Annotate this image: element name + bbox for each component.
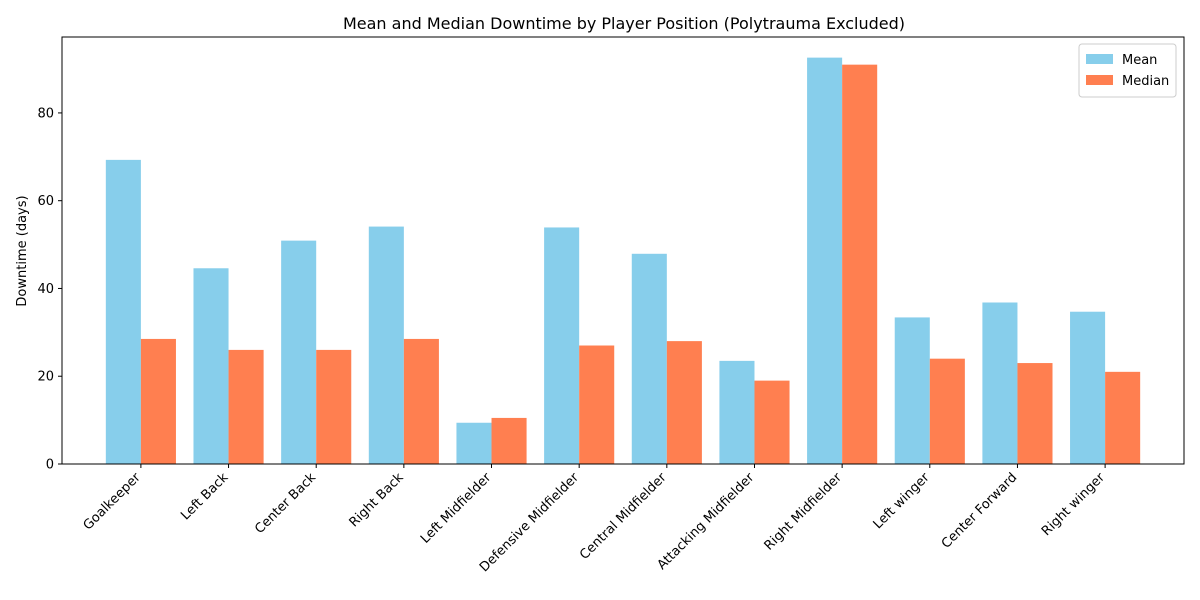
x-tick-label-2: Center Back xyxy=(252,470,319,537)
y-tick-label-0: 0 xyxy=(46,458,54,473)
x-tick-label-6: Central Midfielder xyxy=(577,470,670,563)
x-tick-label-10: Center Forward xyxy=(939,470,1020,551)
legend-label-mean: Mean xyxy=(1122,53,1157,68)
bar-mean-10 xyxy=(982,302,1018,464)
bar-median-2 xyxy=(316,349,352,464)
legend-label-median: Median xyxy=(1122,74,1169,89)
bar-median-6 xyxy=(666,341,702,464)
x-tick-label-5: Defensive Midfielder xyxy=(477,470,582,575)
x-tick-label-0: Goalkeeper xyxy=(81,470,145,534)
bar-mean-3 xyxy=(368,226,404,464)
axes-frame xyxy=(61,36,1185,465)
x-tick-label-8: Right Midfielder xyxy=(762,470,846,554)
bar-mean-5 xyxy=(544,227,580,464)
x-tick-label-4: Left Midfielder xyxy=(418,470,495,547)
legend-swatch-mean xyxy=(1086,54,1113,64)
bar-mean-4 xyxy=(456,422,492,464)
bar-mean-1 xyxy=(193,268,229,464)
bar-mean-6 xyxy=(631,253,667,464)
bar-mean-7 xyxy=(719,360,755,464)
legend: Mean Median xyxy=(1078,43,1177,98)
x-tick-label-11: Right winger xyxy=(1039,470,1108,539)
bar-median-4 xyxy=(491,417,527,464)
x-tick-label-1: Left Back xyxy=(178,470,231,523)
legend-swatch-median xyxy=(1086,75,1113,85)
bar-mean-9 xyxy=(894,317,930,464)
bar-median-10 xyxy=(1017,363,1053,464)
bar-median-1 xyxy=(228,349,264,464)
bar-mean-0 xyxy=(105,159,141,464)
x-tick-label-9: Left winger xyxy=(871,470,933,532)
bar-median-5 xyxy=(579,345,615,464)
bar-median-0 xyxy=(140,338,176,464)
bar-median-11 xyxy=(1105,371,1141,464)
y-tick-label-1: 20 xyxy=(37,370,54,385)
legend-box xyxy=(1078,43,1177,98)
bar-median-7 xyxy=(754,380,790,464)
y-axis-title: Downtime (days) xyxy=(15,195,30,306)
bar-median-3 xyxy=(403,338,439,464)
x-tick-label-3: Right Back xyxy=(347,470,407,530)
bar-mean-2 xyxy=(281,240,317,464)
x-tick-label-7: Attacking Midfielder xyxy=(655,470,758,573)
chart-title: Mean and Median Downtime by Player Posit… xyxy=(343,14,905,33)
y-tick-label-4: 80 xyxy=(37,106,54,121)
bar-mean-8 xyxy=(807,57,843,464)
bar-mean-11 xyxy=(1070,311,1106,464)
plot-area xyxy=(105,57,1141,465)
bar-median-9 xyxy=(929,358,965,464)
bar-median-8 xyxy=(842,64,878,465)
y-tick-label-2: 40 xyxy=(37,282,54,297)
y-tick-label-3: 60 xyxy=(37,194,54,209)
